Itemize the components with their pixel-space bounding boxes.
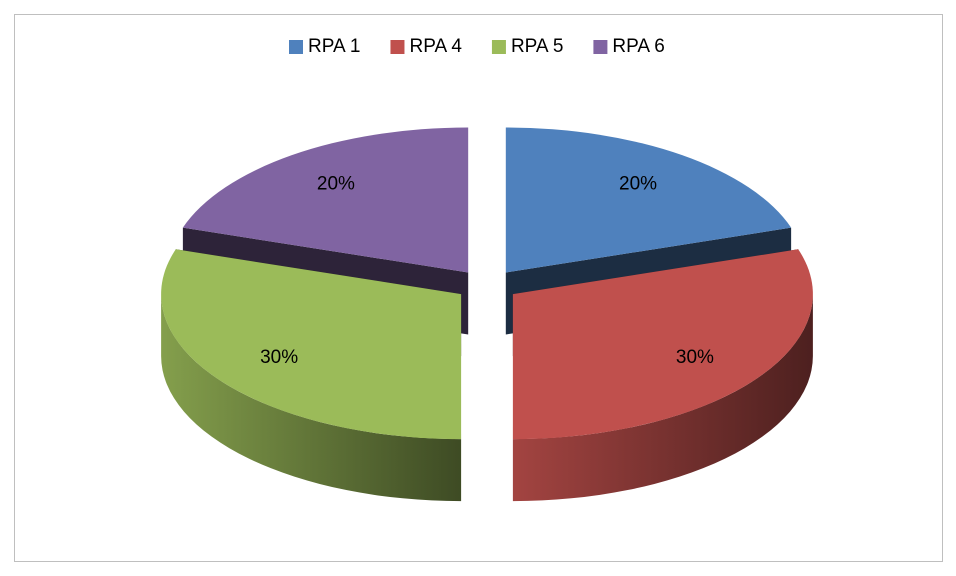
data-label: 20% — [619, 174, 657, 195]
legend-label: RPA 5 — [511, 36, 563, 57]
slice-top — [161, 249, 462, 440]
legend-swatch — [491, 40, 506, 54]
slice-side — [512, 294, 813, 502]
legend-label: RPA 6 — [612, 36, 664, 57]
data-label: 20% — [317, 174, 355, 195]
slice-top — [182, 127, 469, 273]
legend-swatch — [390, 40, 405, 54]
slice-top — [505, 127, 792, 273]
slice-top — [512, 249, 813, 440]
data-label: 30% — [676, 347, 714, 368]
legend-label: RPA 1 — [308, 36, 360, 57]
legend-label: RPA 4 — [409, 36, 462, 57]
data-label: 30% — [260, 347, 298, 368]
pie: 20% 20% 30% 30% — [161, 127, 813, 502]
slice-side — [161, 294, 462, 502]
pie-slice — [512, 249, 813, 502]
legend-swatch — [289, 40, 303, 54]
legend-swatch — [593, 40, 608, 54]
legend: RPA 1 RPA 4 RPA 5 RPA 6 — [289, 36, 665, 57]
pie-slice — [161, 249, 462, 502]
